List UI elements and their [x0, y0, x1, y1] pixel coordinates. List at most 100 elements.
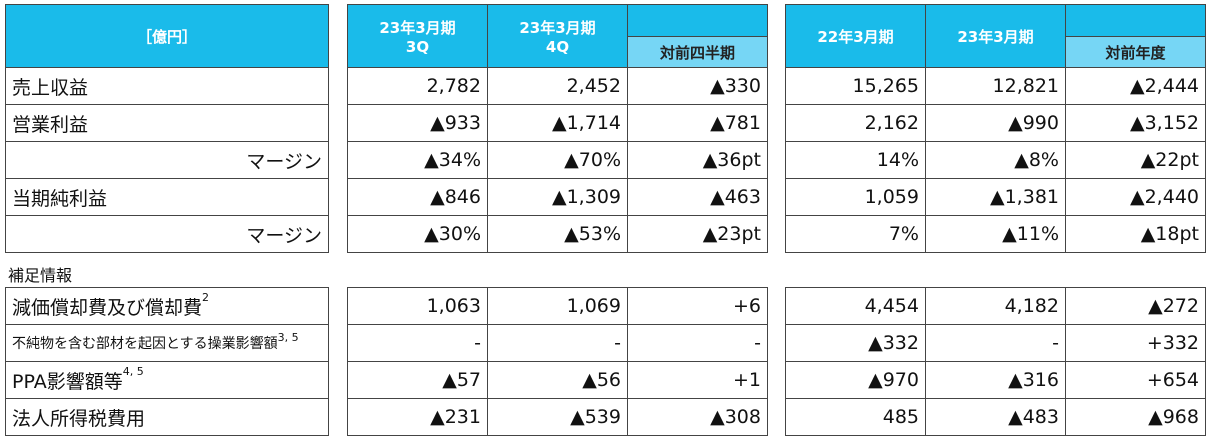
- value-cell: 485: [785, 398, 926, 436]
- row-label: 減価償却費及び償却費2: [5, 287, 329, 325]
- fy22-header: 22年3月期: [785, 4, 926, 68]
- value-cell: 2,452: [487, 67, 628, 105]
- value-cell: 15,265: [785, 67, 926, 105]
- value-cell: ▲56: [487, 361, 628, 399]
- value-cell: ▲463: [627, 178, 768, 216]
- table-row: ▲57 ▲56 +1: [347, 361, 768, 399]
- qoq-header: 対前四半期: [627, 36, 768, 68]
- row-label: 売上収益: [5, 67, 329, 105]
- table-row: ▲332- +332: [785, 324, 1206, 362]
- value-cell: ▲970: [785, 361, 926, 399]
- value-cell: ▲231: [347, 398, 488, 436]
- footnote-ref: 4, 5: [122, 364, 144, 378]
- value-cell: ▲70%: [487, 141, 628, 179]
- footnote-ref: 3, 5: [277, 331, 299, 344]
- value-cell: ▲272: [1065, 287, 1206, 325]
- value-cell: ▲53%: [487, 215, 628, 253]
- value-cell: ▲781: [627, 104, 768, 142]
- table-row: 2,162 ▲990 ▲3,152: [785, 104, 1206, 142]
- yoy-header: 対前年度: [1065, 36, 1206, 68]
- supplement-label: 補足情報: [8, 266, 73, 285]
- value-cell: ▲2,444: [1065, 67, 1206, 105]
- table-row: ▲34% ▲70% ▲36pt: [347, 141, 768, 179]
- value-cell: ▲3,152: [1065, 104, 1206, 142]
- value-cell: 7%: [785, 215, 926, 253]
- table-row: ▲231 ▲539 ▲308: [347, 398, 768, 436]
- table-row: 14% ▲8% ▲22pt: [785, 141, 1206, 179]
- value-cell: 1,069: [487, 287, 628, 325]
- table-row: 15,265 12,821 ▲2,444: [785, 67, 1206, 105]
- row-label: マージン: [5, 215, 329, 253]
- q4-header: 23年3月期 4Q: [487, 4, 628, 68]
- value-cell: +6: [627, 287, 768, 325]
- value-cell: ▲330: [627, 67, 768, 105]
- value-cell: +1: [627, 361, 768, 399]
- value-cell: ▲316: [925, 361, 1066, 399]
- table-row: ▲846 ▲1,309 ▲463: [347, 178, 768, 216]
- footnote-ref: 2: [202, 290, 210, 304]
- fy23-header: 23年3月期: [925, 4, 1066, 68]
- value-cell: +332: [1065, 324, 1206, 362]
- table-row: ▲970 ▲316 +654: [785, 361, 1206, 399]
- q3-header: 23年3月期 3Q: [347, 4, 488, 68]
- value-cell: ▲36pt: [627, 141, 768, 179]
- table-row: マージン: [5, 215, 329, 253]
- unit-header: ［億円］: [5, 4, 329, 68]
- table-row: ▲933 ▲1,714 ▲781: [347, 104, 768, 142]
- table-row: 1,059 ▲1,381 ▲2,440: [785, 178, 1206, 216]
- value-cell: ▲539: [487, 398, 628, 436]
- value-cell: ▲308: [627, 398, 768, 436]
- qoq-header-top: [627, 4, 768, 37]
- value-cell: ▲57: [347, 361, 488, 399]
- table-row: 485 ▲483 ▲968: [785, 398, 1206, 436]
- table-row: ---: [347, 324, 768, 362]
- value-cell: +654: [1065, 361, 1206, 399]
- value-cell: ▲11%: [925, 215, 1066, 253]
- value-cell: ▲22pt: [1065, 141, 1206, 179]
- row-label: 営業利益: [5, 104, 329, 142]
- quarter-table: 23年3月期 3Q 23年3月期 4Q 対前四半期 2,782 2,452 ▲330 ▲9…: [347, 4, 768, 436]
- yoy-header-top: [1065, 4, 1206, 37]
- value-cell: ▲18pt: [1065, 215, 1206, 253]
- table-row: マージン: [5, 141, 329, 179]
- value-cell: 1,059: [785, 178, 926, 216]
- table-row: 7% ▲11% ▲18pt: [785, 215, 1206, 253]
- value-cell: ▲8%: [925, 141, 1066, 179]
- value-cell: -: [627, 324, 768, 362]
- year-table: 22年3月期 23年3月期 対前年度 15,265 12,821 ▲2,444 2,1…: [785, 4, 1206, 436]
- value-cell: ▲933: [347, 104, 488, 142]
- table-row: 2,782 2,452 ▲330: [347, 67, 768, 105]
- value-cell: 14%: [785, 141, 926, 179]
- table-row: 法人所得税費用: [5, 398, 329, 436]
- table-row: PPA影響額等4, 5: [5, 361, 329, 399]
- table-row: ▲30% ▲53% ▲23pt: [347, 215, 768, 253]
- row-label: マージン: [5, 141, 329, 179]
- value-cell: 12,821: [925, 67, 1066, 105]
- table-row: 4,454 4,182 ▲272: [785, 287, 1206, 325]
- value-cell: 2,782: [347, 67, 488, 105]
- value-cell: ▲483: [925, 398, 1066, 436]
- value-cell: 2,162: [785, 104, 926, 142]
- value-cell: 1,063: [347, 287, 488, 325]
- value-cell: ▲23pt: [627, 215, 768, 253]
- value-cell: ▲1,309: [487, 178, 628, 216]
- table-row: 1,063 1,069 +6: [347, 287, 768, 325]
- table-row: 減価償却費及び償却費2: [5, 287, 329, 325]
- value-cell: ▲1,381: [925, 178, 1066, 216]
- value-cell: -: [347, 324, 488, 362]
- value-cell: ▲846: [347, 178, 488, 216]
- value-cell: ▲990: [925, 104, 1066, 142]
- value-cell: ▲1,714: [487, 104, 628, 142]
- row-label: 当期純利益: [5, 178, 329, 216]
- row-label: PPA影響額等4, 5: [5, 361, 329, 399]
- value-cell: 4,182: [925, 287, 1066, 325]
- value-cell: -: [487, 324, 628, 362]
- table-row: 当期純利益: [5, 178, 329, 216]
- row-label: 不純物を含む部材を起因とする操業影響額3, 5: [5, 324, 329, 362]
- value-cell: ▲968: [1065, 398, 1206, 436]
- value-cell: -: [925, 324, 1066, 362]
- value-cell: ▲2,440: [1065, 178, 1206, 216]
- value-cell: ▲34%: [347, 141, 488, 179]
- table-row: 不純物を含む部材を起因とする操業影響額3, 5: [5, 324, 329, 362]
- row-label: 法人所得税費用: [5, 398, 329, 436]
